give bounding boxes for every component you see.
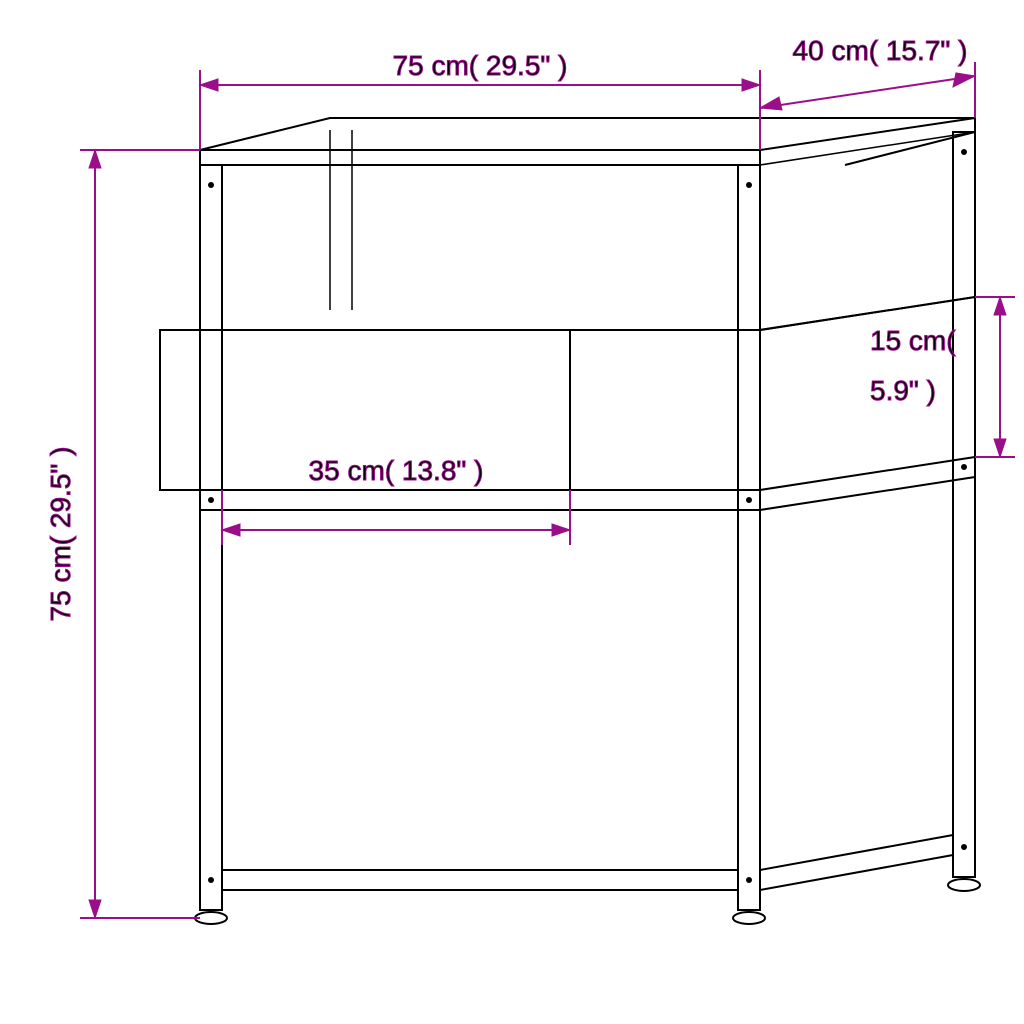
dim-drawer-width: 35 cm( 13.8" ) <box>222 455 570 545</box>
dim-height-label: 75 cm( 29.5" ) <box>45 447 76 622</box>
dim-drawer-width-label: 35 cm( 13.8" ) <box>309 455 484 486</box>
dimension-annotations: 75 cm( 29.5" ) 40 cm( 15.7" ) 75 cm( 29.… <box>45 35 1015 918</box>
dim-width-label: 75 cm( 29.5" ) <box>393 50 568 81</box>
dim-depth: 40 cm( 15.7" ) <box>760 35 975 118</box>
dim-depth-label: 40 cm( 15.7" ) <box>793 35 968 66</box>
dim-width: 75 cm( 29.5" ) <box>200 50 760 150</box>
dimension-diagram: 75 cm( 29.5" ) 40 cm( 15.7" ) 75 cm( 29.… <box>0 0 1024 1024</box>
dim-drawer-height: 15 cm( 5.9" ) <box>870 297 1015 457</box>
dim-drawer-height-label-line1: 15 cm( <box>870 325 956 356</box>
dim-drawer-height-label-line2: 5.9" ) <box>870 375 936 406</box>
dim-height: 75 cm( 29.5" ) <box>45 150 200 918</box>
